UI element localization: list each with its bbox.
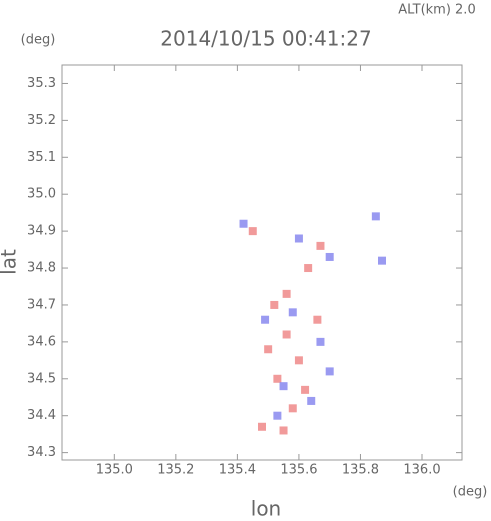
y-tick-label: 35.0	[27, 187, 56, 202]
subtitle: ALT(km) 2.0	[398, 3, 475, 18]
data-point	[371, 212, 380, 221]
y-tick-label: 34.9	[27, 224, 56, 239]
y-tick-label: 34.6	[27, 334, 56, 349]
data-point	[282, 330, 291, 339]
data-point	[325, 367, 334, 376]
data-point	[313, 315, 322, 324]
data-point	[288, 404, 297, 413]
data-point	[294, 234, 303, 243]
y-tick-label: 34.8	[27, 261, 56, 276]
y-tick-label: 35.1	[27, 150, 56, 165]
y-tick-label: 35.3	[27, 76, 56, 91]
data-point	[273, 411, 282, 420]
data-point	[273, 374, 282, 383]
data-point	[288, 308, 297, 317]
data-point	[258, 422, 266, 431]
y-tick-label: 34.7	[27, 297, 56, 312]
chart-title: 2014/10/15 00:41:27	[160, 27, 371, 51]
x-tick-label: 135.6	[280, 463, 317, 478]
data-point	[301, 385, 310, 394]
data-point	[316, 241, 325, 250]
plot-frame	[61, 64, 463, 461]
y-tick-label: 34.3	[27, 445, 56, 460]
y-unit: (deg)	[21, 33, 56, 48]
data-point	[239, 219, 248, 228]
data-point	[279, 426, 288, 435]
data-point	[261, 315, 270, 324]
x-tick-label: 135.8	[342, 463, 379, 478]
data-point	[270, 300, 279, 309]
x-tick-label: 136.0	[403, 463, 440, 478]
data-point	[279, 382, 288, 391]
y-axis-label: lat	[0, 249, 21, 275]
x-tick-label: 135.4	[219, 463, 256, 478]
x-axis-label: lon	[251, 497, 281, 521]
x-unit: (deg)	[453, 485, 488, 500]
data-point	[304, 264, 313, 273]
data-point	[294, 356, 303, 365]
y-tick-label: 35.2	[27, 113, 56, 128]
x-tick-label: 135.0	[96, 463, 133, 478]
data-point	[307, 396, 316, 405]
data-point	[264, 345, 273, 354]
data-point	[316, 337, 325, 346]
x-tick-label: 135.2	[157, 463, 194, 478]
data-point	[282, 289, 291, 298]
y-tick-label: 34.5	[27, 371, 56, 386]
y-tick-label: 34.4	[27, 408, 56, 423]
data-point	[248, 227, 257, 236]
data-point	[378, 256, 386, 265]
data-point	[325, 252, 334, 261]
